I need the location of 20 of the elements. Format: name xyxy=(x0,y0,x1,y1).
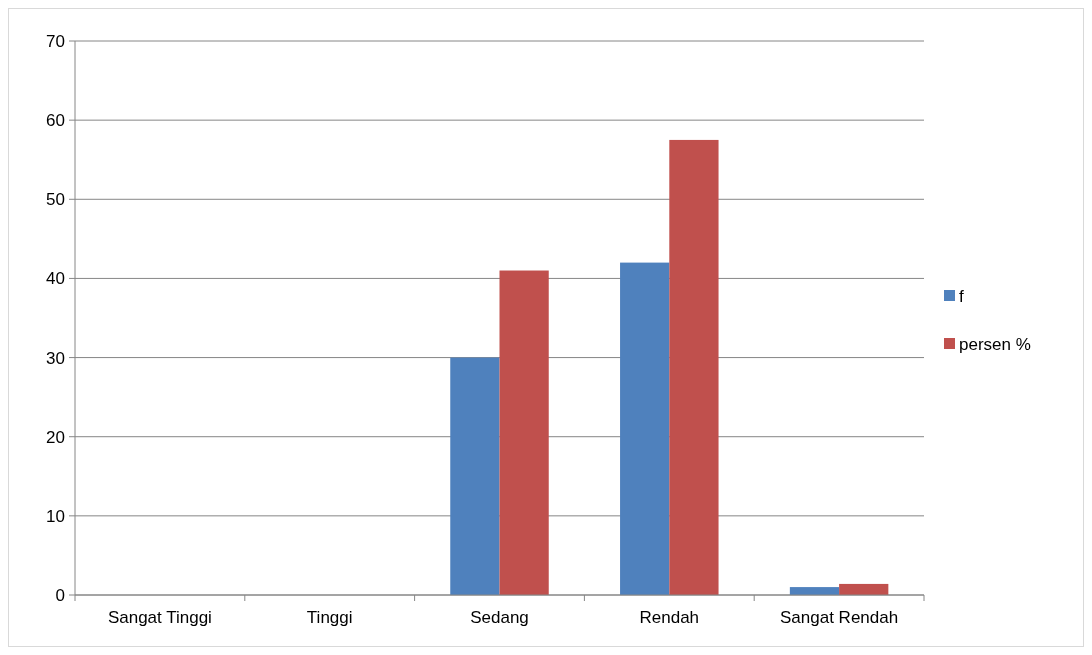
y-tick-label: 30 xyxy=(46,348,65,368)
y-tick-label: 40 xyxy=(46,269,65,289)
bar xyxy=(499,270,549,595)
bar xyxy=(839,583,889,595)
legend-label: f xyxy=(959,286,964,306)
y-tick-label: 0 xyxy=(55,585,65,605)
x-tick-label: Sedang xyxy=(470,608,529,627)
legend-label: persen % xyxy=(959,334,1031,354)
x-tick-label: Tinggi xyxy=(306,608,353,627)
x-tick-label: Sangat Tinggi xyxy=(107,608,212,627)
y-tick-label: 60 xyxy=(46,111,65,131)
bar xyxy=(620,262,670,595)
y-tick-label: 20 xyxy=(46,427,65,447)
x-tick-label: Sangat Rendah xyxy=(780,608,899,627)
x-tick-label: Rendah xyxy=(639,608,700,627)
y-tick-label: 50 xyxy=(46,190,65,210)
y-tick-label: 10 xyxy=(46,506,65,526)
y-tick-label: 70 xyxy=(46,31,65,51)
bar xyxy=(450,357,500,595)
bar xyxy=(669,139,719,595)
